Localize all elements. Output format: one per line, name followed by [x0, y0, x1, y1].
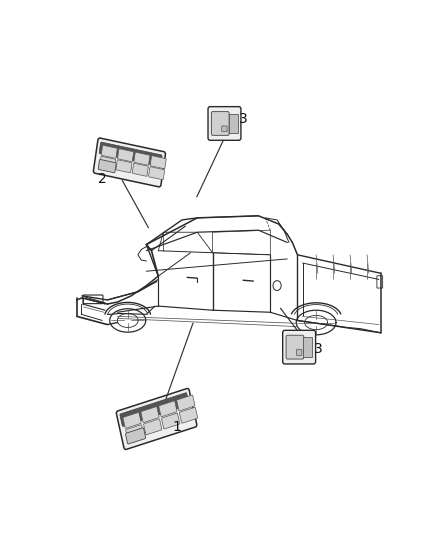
- FancyBboxPatch shape: [229, 114, 237, 133]
- FancyBboxPatch shape: [222, 126, 227, 132]
- FancyBboxPatch shape: [120, 393, 189, 426]
- FancyBboxPatch shape: [101, 146, 117, 158]
- FancyBboxPatch shape: [116, 160, 132, 173]
- FancyBboxPatch shape: [134, 152, 150, 165]
- FancyBboxPatch shape: [150, 156, 166, 169]
- FancyBboxPatch shape: [93, 138, 166, 187]
- FancyBboxPatch shape: [132, 163, 148, 176]
- FancyBboxPatch shape: [117, 149, 134, 161]
- FancyBboxPatch shape: [126, 428, 146, 444]
- FancyBboxPatch shape: [126, 425, 144, 441]
- FancyBboxPatch shape: [141, 407, 159, 423]
- FancyBboxPatch shape: [123, 413, 141, 429]
- FancyBboxPatch shape: [98, 159, 116, 173]
- FancyBboxPatch shape: [144, 419, 162, 435]
- Text: 3: 3: [239, 112, 247, 126]
- Text: 3: 3: [314, 342, 322, 356]
- FancyBboxPatch shape: [99, 142, 162, 166]
- FancyBboxPatch shape: [304, 337, 312, 357]
- FancyBboxPatch shape: [177, 395, 195, 411]
- FancyBboxPatch shape: [212, 111, 229, 135]
- FancyBboxPatch shape: [162, 413, 180, 429]
- FancyBboxPatch shape: [286, 335, 304, 359]
- FancyBboxPatch shape: [283, 330, 316, 364]
- Text: 2: 2: [98, 172, 106, 186]
- FancyBboxPatch shape: [148, 167, 165, 180]
- FancyBboxPatch shape: [100, 156, 116, 169]
- FancyBboxPatch shape: [159, 401, 177, 417]
- Text: 1: 1: [173, 420, 181, 434]
- FancyBboxPatch shape: [297, 350, 302, 356]
- FancyBboxPatch shape: [117, 389, 197, 449]
- FancyBboxPatch shape: [180, 407, 198, 423]
- FancyBboxPatch shape: [208, 107, 241, 140]
